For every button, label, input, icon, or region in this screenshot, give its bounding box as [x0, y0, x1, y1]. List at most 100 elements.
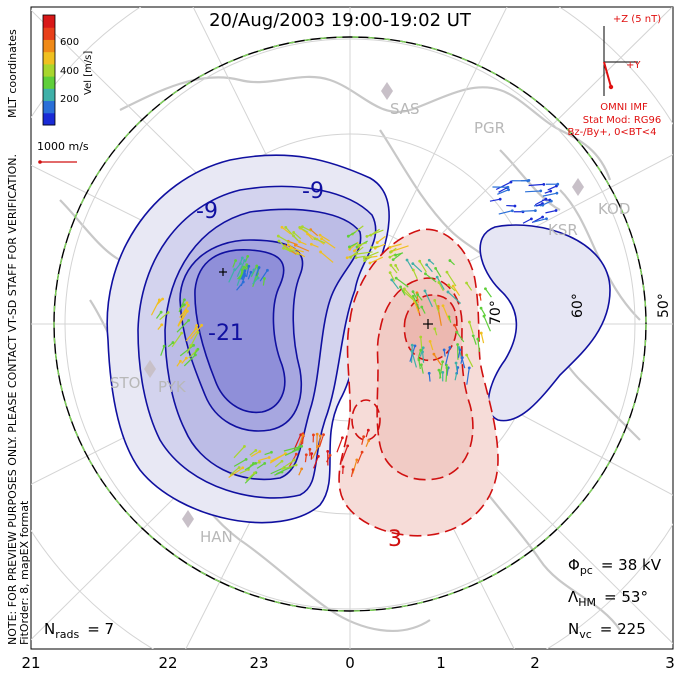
- mlt-label-2: 2: [530, 654, 540, 672]
- velocity-vector: [354, 244, 363, 252]
- velocity-vector-origin: [354, 256, 358, 260]
- velocity-vector-origin: [411, 294, 415, 298]
- velocity-vector: [442, 305, 450, 321]
- velocity-vector: [320, 251, 334, 263]
- velocity-vector: [350, 246, 364, 258]
- velocity-vector: [391, 245, 409, 253]
- velocity-vector-origin: [394, 253, 397, 257]
- velocity-vector-origin: [316, 454, 320, 458]
- velocity-vector-origin: [454, 361, 458, 365]
- velocity-vector-origin: [282, 246, 285, 250]
- velocity-vector-origin: [484, 287, 487, 291]
- velocity-vector: [290, 247, 304, 253]
- hm-latitude: ΛHM = 53°: [568, 588, 648, 609]
- velocity-vector: [250, 450, 261, 458]
- velocity-vector-origin: [326, 450, 330, 453]
- velocity-vector: [412, 263, 423, 273]
- colorbar-tick-400: 400: [60, 66, 79, 77]
- velocity-vector-origin: [411, 268, 415, 272]
- velocity-vector-origin: [301, 433, 305, 437]
- velocity-vector-origin: [394, 263, 398, 267]
- velocity-vector-origin: [451, 284, 455, 288]
- velocity-vector: [150, 299, 160, 316]
- velocity-vector-origin: [294, 463, 298, 467]
- velocity-vector-origin: [465, 281, 468, 285]
- velocity-vector: [178, 299, 185, 313]
- velocity-vector-origin: [346, 234, 350, 238]
- velocity-vector-origin: [545, 217, 548, 221]
- velocity-vector-origin: [363, 259, 366, 262]
- velocity-vector: [160, 345, 165, 356]
- mlt-label-3: 3: [665, 654, 675, 672]
- imf-condition: Bz-/By+, 0<BT<4: [567, 127, 656, 138]
- velocity-vector-origin: [375, 241, 379, 244]
- velocity-vector-origin: [317, 444, 320, 448]
- velocity-vector-origin: [354, 252, 358, 256]
- velocity-vector-origin: [195, 324, 199, 327]
- velocity-vector-origin: [276, 234, 280, 238]
- velocity-vector: [528, 183, 544, 187]
- velocity-vector-origin: [192, 343, 195, 347]
- velocity-vector-origin: [241, 466, 245, 470]
- velocity-vector: [252, 277, 259, 285]
- velocity-vector: [411, 350, 417, 368]
- colorbar: 600 400 200 Vel [m/s]: [42, 14, 94, 126]
- colorbar-swatch: [43, 76, 55, 89]
- velocity-vector-origin: [368, 261, 372, 265]
- velocity-vector: [269, 453, 286, 464]
- velocity-vector: [341, 445, 349, 462]
- velocity-vector-origin: [479, 306, 483, 310]
- velocity-vector-origin: [506, 185, 510, 189]
- velocity-vector-origin: [365, 235, 369, 238]
- velocity-vector-origin: [312, 433, 315, 437]
- velocity-vector: [233, 446, 245, 459]
- velocity-vector: [435, 268, 442, 278]
- velocity-vector: [233, 458, 247, 467]
- velocity-vector: [413, 301, 420, 313]
- velocity-vector-origin: [410, 343, 414, 347]
- contour-label-3: -21: [208, 321, 244, 346]
- velocity-vector-origin: [340, 436, 344, 440]
- velocity-vector-origin: [442, 348, 446, 352]
- colorbar-tick-600: 600: [60, 37, 79, 48]
- velocity-vector-origin: [411, 290, 415, 294]
- velocity-vector-origin: [411, 262, 415, 266]
- velocity-vector-origin: [447, 283, 451, 287]
- velocity-vector-origin: [432, 352, 436, 356]
- velocity-vector-origin: [257, 460, 261, 464]
- velocity-vector: [445, 347, 451, 365]
- velocity-vector: [480, 307, 487, 317]
- velocity-vector-origin: [435, 275, 439, 279]
- velocity-vector: [374, 243, 386, 249]
- velocity-vector: [313, 456, 319, 469]
- velocity-vector: [420, 364, 424, 374]
- velocity-vector: [280, 459, 295, 470]
- velocity-vector: [547, 185, 557, 191]
- velocity-vector-origin: [245, 263, 249, 267]
- velocity-vector-origin: [533, 209, 537, 213]
- velocity-vector: [533, 218, 547, 223]
- imf-z-label: +Z (5 nT): [613, 14, 661, 25]
- velocity-vector: [419, 260, 427, 273]
- colorbar-swatch: [43, 27, 55, 40]
- station-sto: STO: [110, 374, 141, 392]
- velocity-vector-origin: [433, 327, 437, 331]
- velocity-vector-origin: [468, 320, 471, 324]
- velocity-vector-origin: [541, 215, 545, 219]
- velocity-vector-origin: [465, 353, 469, 357]
- velocity-vector-origin: [467, 366, 471, 370]
- velocity-vector: [416, 305, 421, 317]
- velocity-vector-origin: [315, 432, 319, 436]
- velocity-vector: [284, 448, 299, 456]
- velocity-vector-origin: [513, 204, 517, 208]
- velocity-vector: [281, 464, 297, 470]
- velocity-vector: [522, 218, 532, 224]
- velocity-vector-origin: [428, 339, 432, 343]
- velocity-vector-origin: [437, 281, 441, 284]
- velocity-vector: [293, 434, 302, 450]
- velocity-vector-origin: [388, 271, 392, 275]
- velocity-vector-origin: [258, 450, 262, 453]
- velocity-vector: [483, 315, 491, 332]
- velocity-vector-origin: [239, 262, 242, 265]
